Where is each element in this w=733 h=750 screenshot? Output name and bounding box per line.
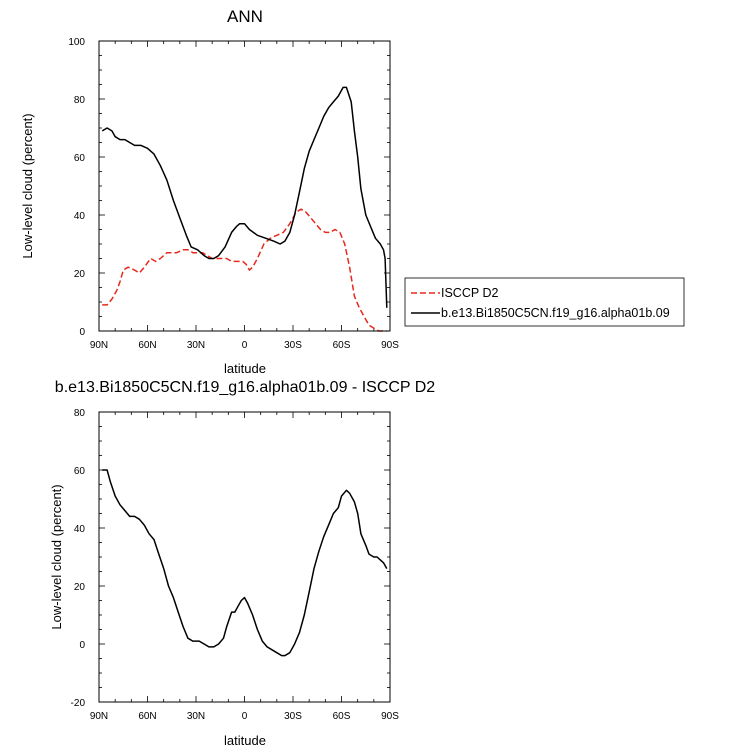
top-x-tick-label: 90N: [90, 340, 108, 351]
bottom-y-tick-label: 40: [74, 524, 86, 535]
bottom-y-tick-label: 0: [79, 640, 85, 651]
top-chart-legend: ISCCP D2 b.e13.Bi1850C5CN.f19_g16.alpha0…: [404, 277, 685, 327]
top-chart-title: ANN: [227, 7, 263, 26]
top-chart-axes: 90N 60N 30N 0 30S 60S 90S 0 20 40 60 80 100: [68, 37, 399, 351]
top-chart-frame: [98, 40, 391, 332]
bottom-x-tick-label: 90N: [90, 711, 108, 722]
bottom-y-tick-label: 20: [74, 582, 86, 593]
top-chart-series: [101, 86, 388, 332]
bottom-chart-series: [102, 469, 388, 657]
top-y-tick-label: 20: [74, 269, 86, 280]
top-y-tick-label: 40: [74, 211, 86, 222]
top-x-tick-label: 90S: [381, 340, 399, 351]
bottom-x-tick-label: 30N: [187, 711, 205, 722]
top-y-tick-label: 100: [68, 37, 85, 48]
top-y-tick-label: 80: [74, 95, 86, 106]
top-series-line-0: [102, 208, 387, 332]
top-x-tick-label: 30N: [187, 340, 205, 351]
top-y-tick-label: 60: [74, 153, 86, 164]
bottom-x-tick-label: 60S: [333, 711, 351, 722]
bottom-chart-xlabel: latitude: [224, 733, 266, 748]
top-chart-ylabel: Low-level cloud (percent): [20, 113, 35, 258]
bottom-x-tick-label: 30S: [284, 711, 302, 722]
bottom-chart-panel: b.e13.Bi1850C5CN.f19_g16.alpha01b.09 - I…: [49, 379, 435, 748]
top-series-line-1: [101, 86, 388, 308]
top-x-tick-label: 0: [242, 340, 248, 351]
bottom-x-tick-label: 60N: [138, 711, 156, 722]
bottom-y-tick-label: 60: [74, 466, 86, 477]
bottom-chart-title: b.e13.Bi1850C5CN.f19_g16.alpha01b.09 - I…: [55, 379, 436, 396]
bottom-chart-axes: 90N 60N 30N 0 30S 60S 90S -20 0 20 40 60 80: [71, 408, 400, 722]
legend-box: [404, 277, 685, 327]
top-chart-xlabel: latitude: [224, 361, 266, 376]
bottom-y-tick-label: -20: [71, 698, 86, 709]
bottom-chart-frame: [98, 411, 391, 703]
legend-label-isccp: ISCCP D2: [441, 286, 498, 300]
top-chart-panel: ANN latitude Low-level cloud (percent) 9…: [20, 7, 399, 376]
bottom-series-line-0: [102, 469, 388, 657]
top-x-tick-label: 60N: [138, 340, 156, 351]
bottom-chart-ylabel: Low-level cloud (percent): [49, 484, 64, 629]
top-x-tick-label: 30S: [284, 340, 302, 351]
top-y-tick-label: 0: [79, 327, 85, 338]
top-x-tick-label: 60S: [333, 340, 351, 351]
bottom-x-tick-label: 90S: [381, 711, 399, 722]
bottom-y-tick-label: 80: [74, 408, 86, 419]
bottom-x-tick-label: 0: [242, 711, 248, 722]
legend-label-model: b.e13.Bi1850C5CN.f19_g16.alpha01b.09: [441, 306, 670, 320]
